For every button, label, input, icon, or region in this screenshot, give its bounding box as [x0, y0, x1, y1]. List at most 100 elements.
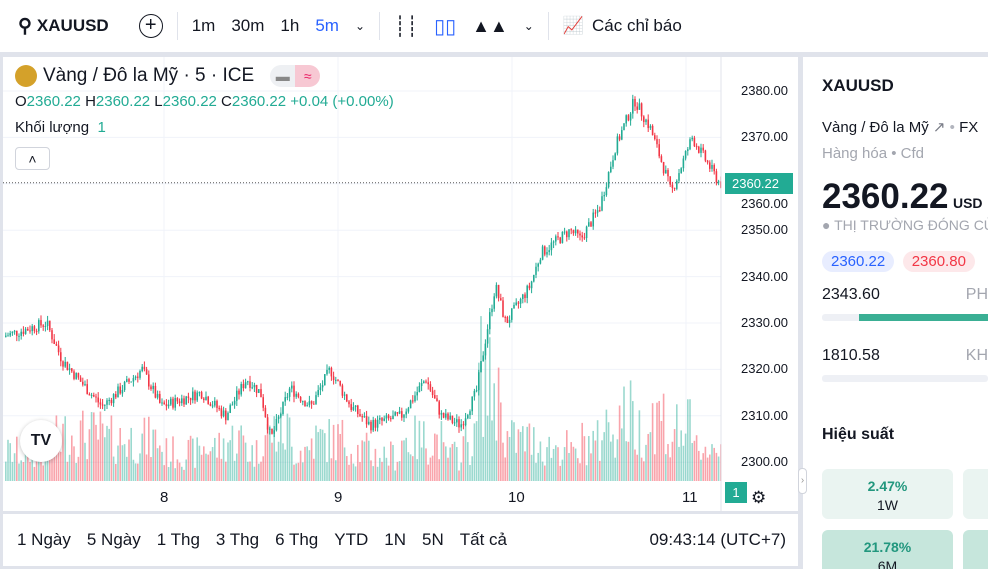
candle	[251, 387, 253, 389]
volume-bar	[335, 460, 337, 481]
candle	[645, 119, 647, 123]
candle	[55, 344, 58, 346]
volume-bar	[504, 457, 506, 481]
candle	[64, 361, 66, 367]
area-chart-button[interactable]: ▲▲	[464, 0, 516, 52]
candles-icon: ▯▯	[434, 15, 457, 38]
divider	[379, 12, 381, 40]
volume-bar	[574, 448, 577, 481]
indicators-button[interactable]: 📈 Các chỉ báo	[555, 0, 690, 52]
last-price-tag: 2360.22	[725, 173, 793, 194]
volume-bar	[484, 347, 487, 481]
volume-bar	[302, 462, 304, 481]
volume-bar	[515, 452, 517, 481]
area-chart-icon: ▲▲	[472, 15, 508, 36]
candle	[665, 169, 667, 174]
candle	[271, 428, 273, 434]
volume-bar	[656, 402, 658, 481]
legend-toggle[interactable]: ▬ ≈	[270, 65, 321, 87]
interval-5m[interactable]: 5m	[315, 16, 339, 35]
candle	[117, 386, 119, 398]
perf-card[interactable]	[963, 530, 988, 569]
interval-dropdown[interactable]: ⌄	[347, 0, 373, 52]
panel-name[interactable]: Vàng / Đô la Mỹ	[822, 119, 929, 136]
volume-bar	[189, 435, 192, 481]
volume-bar	[390, 441, 392, 481]
candle	[346, 394, 348, 402]
candle	[563, 231, 566, 233]
volume-bar	[462, 436, 465, 481]
candle	[640, 103, 643, 117]
candle	[225, 410, 227, 421]
volume-bar	[524, 451, 526, 481]
collapse-legend-button[interactable]: ˄	[15, 147, 50, 170]
candle	[636, 106, 638, 110]
candle	[546, 252, 548, 255]
volume-bar	[154, 429, 157, 481]
interval-1m[interactable]: 1m	[191, 16, 216, 35]
candle	[484, 343, 487, 356]
clock[interactable]: 09:43:14 (UTC+7)	[649, 530, 786, 549]
chart-type-dropdown[interactable]: ⌄	[516, 0, 542, 52]
candle	[706, 160, 709, 163]
range-1[interactable]: 5 Ngày	[86, 530, 141, 549]
candle	[632, 98, 634, 114]
candle	[403, 414, 405, 418]
candle	[291, 385, 293, 389]
price-chart[interactable]	[3, 57, 798, 511]
candle	[350, 404, 352, 410]
volume-bar	[209, 451, 212, 481]
candle	[240, 383, 242, 395]
settings-icon[interactable]: ⚙	[751, 488, 767, 507]
panel-toggle[interactable]: ›	[798, 468, 807, 494]
volume-bar	[31, 447, 33, 481]
candle	[299, 396, 302, 402]
range-2[interactable]: 1 Thg	[156, 530, 200, 549]
market-status: THỊ TRƯỜNG ĐÓNG CỬ	[834, 217, 988, 233]
volume-bar	[654, 454, 656, 481]
range-6[interactable]: 1N	[384, 530, 406, 549]
panel-price: 2360.22	[822, 177, 949, 216]
candles-button[interactable]: ▯▯	[426, 0, 464, 52]
candle	[394, 412, 396, 416]
candle	[363, 416, 366, 418]
volume-bar	[590, 453, 592, 481]
candle	[612, 160, 614, 167]
volume-bar	[522, 426, 524, 481]
volume-bar	[467, 442, 469, 481]
volume-bar	[464, 423, 467, 481]
range-0[interactable]: 1 Ngày	[17, 530, 71, 549]
range-4[interactable]: 6 Thg	[275, 530, 319, 549]
external-link-icon[interactable]: ↗	[932, 119, 946, 136]
year-range-bar	[822, 375, 988, 382]
interval-30m[interactable]: 30m	[231, 16, 265, 35]
candle	[458, 419, 460, 428]
compare-button[interactable]: +	[131, 0, 171, 52]
volume-bar	[330, 458, 333, 481]
volume-bar	[671, 441, 674, 481]
candle	[348, 401, 350, 405]
perf-6m[interactable]: 21.78% 6M	[822, 530, 953, 569]
volume-bar	[374, 448, 377, 481]
volume-bar	[563, 447, 566, 481]
volume-bar	[244, 442, 247, 481]
volume-bar	[711, 444, 713, 481]
candle	[376, 419, 379, 428]
range-8[interactable]: Tất cả	[459, 530, 507, 549]
perf-card[interactable]	[963, 469, 988, 519]
interval-1h[interactable]: 1h	[280, 16, 300, 35]
volume-bar	[86, 459, 88, 481]
chart-area[interactable]: Vàng / Đô la Mỹ · 5 · ICE ▬ ≈ O2360.22 H2…	[3, 57, 798, 511]
candle	[194, 391, 196, 401]
range-7[interactable]: 5N	[422, 530, 444, 549]
range-5[interactable]: YTD	[334, 530, 369, 549]
volume-bar	[288, 417, 291, 481]
volume-bar	[610, 441, 612, 481]
range-3[interactable]: 3 Thg	[215, 530, 260, 549]
symbol-search[interactable]: ⚲ XAUUSD	[0, 0, 117, 52]
perf-1w[interactable]: 2.47% 1W	[822, 469, 953, 519]
candle	[29, 330, 31, 332]
price-tick: 2300.00	[741, 454, 788, 470]
bar-chart-button[interactable]: ┊┊	[386, 0, 426, 52]
volume-bar	[614, 457, 616, 481]
